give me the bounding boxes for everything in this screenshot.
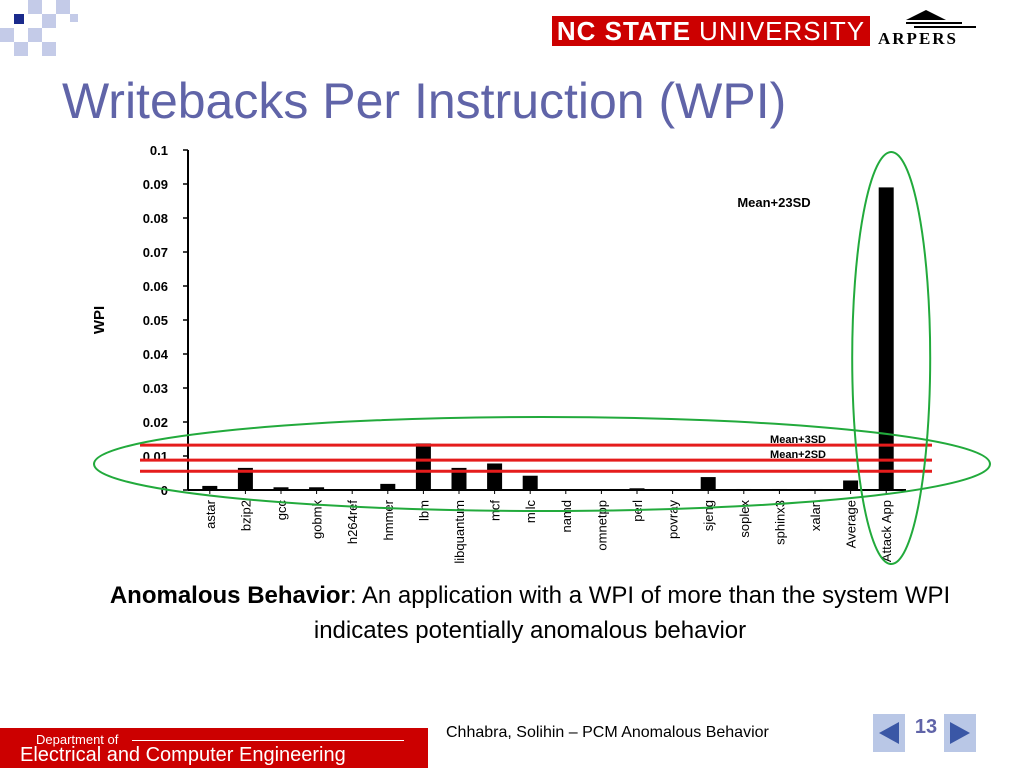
x-tick-label: povray [666, 500, 681, 540]
threshold-label: Mean+2SD [770, 449, 826, 461]
y-tick-label: 0.02 [143, 415, 168, 430]
x-tick-label: omnetpp [594, 500, 609, 551]
x-tick-label: Average [844, 500, 859, 548]
department-divider [132, 740, 404, 741]
bar [807, 488, 823, 490]
left-arrow-icon [879, 722, 899, 744]
x-tick-label: gobmk [310, 500, 325, 540]
bar [273, 487, 289, 490]
arpers-logo-text: ARPERS [878, 29, 959, 48]
bar [487, 463, 503, 490]
department-label: Department of [36, 732, 119, 747]
x-tick-label: namd [559, 500, 574, 533]
x-tick-label: gcc [274, 500, 289, 521]
bar [202, 485, 218, 490]
threshold-highlight-ellipse [93, 416, 991, 512]
y-tick-label: 0.07 [143, 245, 168, 260]
attack-app-highlight-ellipse [851, 151, 932, 565]
x-tick-label: Attack App [879, 500, 894, 562]
next-slide-button[interactable] [944, 714, 976, 752]
bar [878, 187, 894, 490]
x-tick-label: h264ref [345, 500, 360, 544]
previous-slide-button[interactable] [873, 714, 905, 752]
arpers-logo: ARPERS [876, 10, 996, 50]
ncsu-logo-rest: UNIVERSITY [699, 15, 866, 46]
arpers-roof-icon [906, 10, 976, 28]
bar [736, 488, 752, 490]
y-tick-label: 0.06 [143, 279, 168, 294]
y-tick-label: 0.05 [143, 313, 168, 328]
x-tick-label: bzip2 [238, 500, 253, 531]
y-tick-label: 0.08 [143, 211, 168, 226]
bar [700, 477, 716, 490]
bar [558, 489, 574, 490]
x-tick-label: soplex [737, 500, 752, 538]
y-tick-label: 0.01 [143, 449, 168, 464]
right-arrow-icon [950, 722, 970, 744]
bar [629, 488, 645, 490]
page-number: 13 [914, 716, 938, 738]
ncsu-logo-bold: NC STATE [556, 15, 692, 46]
x-tick-label: lbm [416, 500, 431, 521]
caption-text: : An application with a WPI of more than… [313, 582, 951, 644]
y-tick-label: 0.04 [143, 347, 169, 362]
bar [415, 443, 431, 490]
bar [237, 467, 253, 490]
y-tick-label: 0.03 [143, 381, 168, 396]
threshold-label: Mean+3SD [770, 434, 826, 446]
x-tick-label: sjeng [701, 500, 716, 531]
caption-bold: Anomalous Behavior [109, 582, 350, 609]
bar [843, 480, 859, 490]
bar [451, 467, 467, 490]
department-name: Electrical and Computer Engineering [20, 744, 346, 766]
bar [380, 483, 396, 490]
annotation-label: Mean+23SD [737, 195, 810, 210]
department-banner: Department of Electrical and Computer En… [0, 728, 428, 768]
x-tick-label: xalan [808, 500, 823, 531]
y-axis-label: WPI [91, 306, 108, 334]
x-tick-label: sphinx3 [772, 500, 787, 545]
bar [309, 487, 325, 490]
footer-credit: Chhabra, Solihin – PCM Anomalous Behavio… [446, 724, 769, 741]
corner-decoration [0, 0, 80, 60]
ncsu-logo: NC STATE UNIVERSITY [552, 16, 870, 46]
bar [771, 488, 787, 490]
x-tick-label: libquantum [452, 500, 467, 564]
slide-caption: Anomalous Behavior: An application with … [90, 578, 970, 648]
x-tick-label: astar [203, 499, 218, 529]
wpi-bar-chart: 0 0.01 0.02 0.03 0.04 0.05 0.06 0.07 0.08 0.09 0.1… [91, 143, 991, 565]
y-tick-label: 0.09 [143, 177, 168, 192]
y-tick-label: 0.1 [150, 143, 168, 158]
bar [522, 475, 538, 490]
y-tick-label: 0 [161, 483, 168, 498]
slide-title: Writebacks Per Instruction (WPI) [62, 73, 787, 129]
x-tick-label: hmmer [381, 499, 396, 540]
